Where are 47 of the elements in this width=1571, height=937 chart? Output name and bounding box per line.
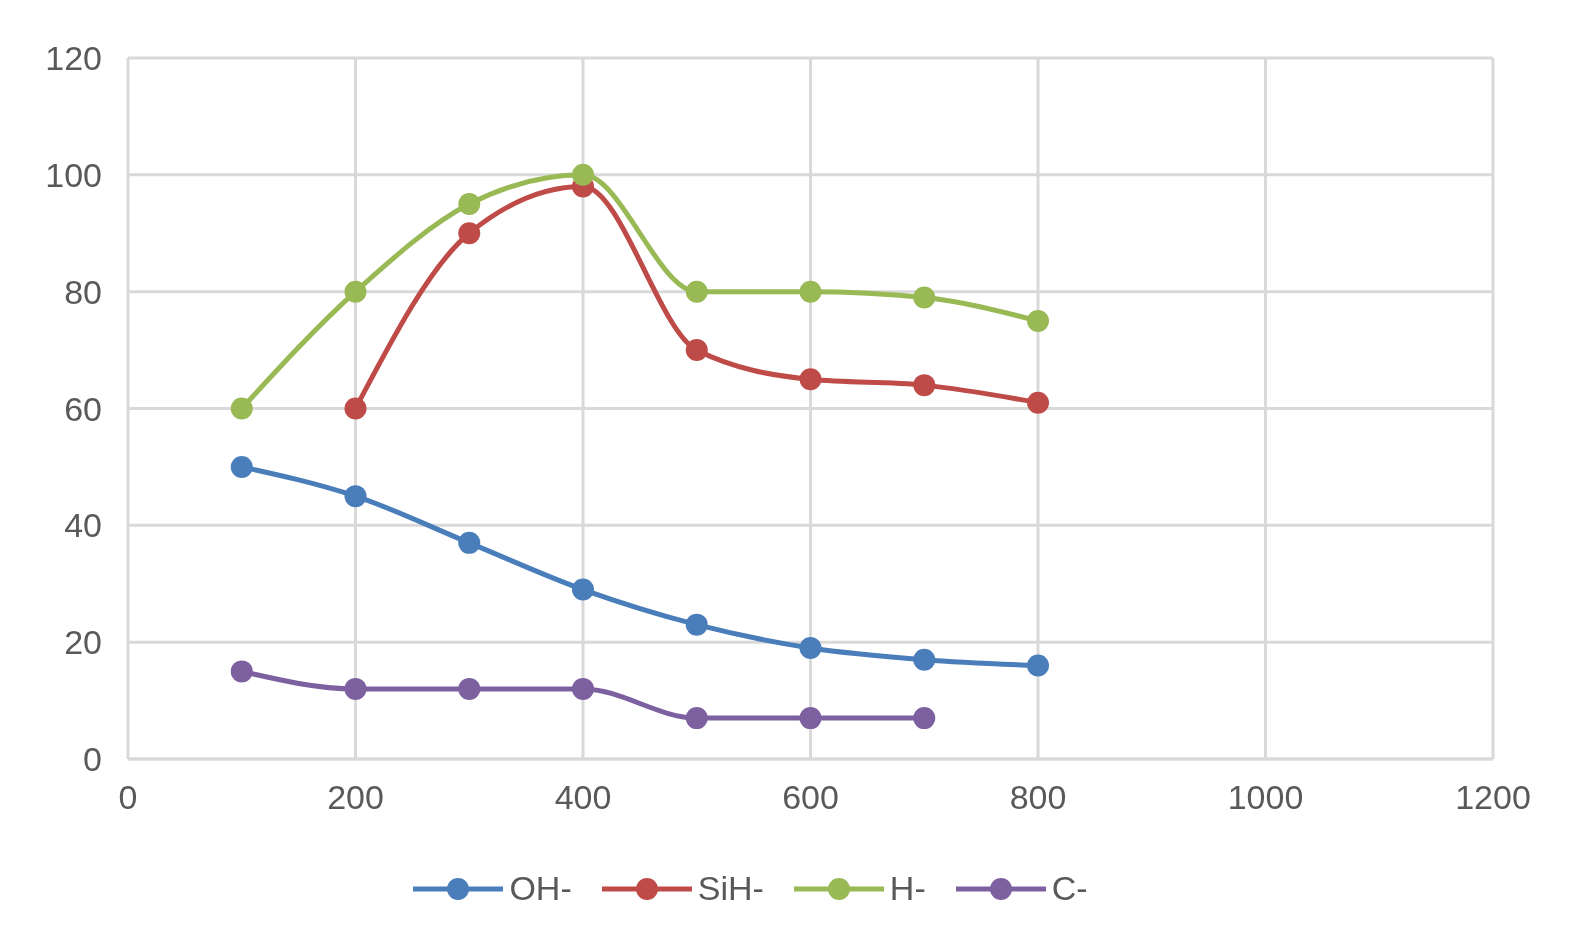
point (344, 677, 367, 700)
point (230, 455, 253, 478)
point (1027, 654, 1049, 677)
y-tick-label: 0 (83, 740, 102, 779)
point (572, 163, 594, 186)
x-tick-label: 800 (1009, 778, 1067, 817)
legend-label: C- (1051, 869, 1088, 908)
point (458, 677, 481, 700)
point (230, 660, 253, 683)
point (458, 531, 481, 554)
point (913, 648, 936, 671)
y-tick-label: 120 (45, 39, 102, 78)
y-tick-label: 20 (64, 623, 102, 662)
point (458, 222, 481, 245)
point (1027, 391, 1049, 414)
x-tick-label: 0 (118, 778, 138, 817)
point (799, 707, 822, 730)
point (799, 637, 822, 660)
y-tick-label: 80 (64, 272, 102, 311)
point (913, 374, 936, 397)
point (799, 368, 822, 391)
y-tick-label: 60 (64, 389, 102, 428)
point (572, 677, 594, 700)
x-tick-label: 200 (327, 778, 384, 817)
x-tick-label: 600 (782, 778, 839, 817)
x-tick-label: 1000 (1227, 778, 1304, 817)
point (344, 397, 367, 420)
point (685, 707, 708, 730)
point (913, 707, 936, 730)
legend-label: SiH- (697, 869, 764, 908)
point (572, 578, 594, 601)
point (685, 280, 708, 303)
x-tick-label: 400 (554, 778, 612, 817)
point (344, 280, 367, 303)
point (799, 280, 822, 303)
legend-label: H- (889, 869, 926, 908)
y-tick-label: 100 (45, 155, 102, 194)
point (913, 286, 936, 309)
point (344, 485, 367, 508)
point (1027, 309, 1049, 332)
y-tick-label: 40 (64, 506, 102, 545)
legend-label: OH- (509, 869, 572, 908)
point (685, 339, 708, 362)
point (458, 193, 481, 216)
x-tick-label: 1200 (1455, 778, 1531, 817)
point (230, 397, 253, 420)
point (685, 613, 708, 636)
